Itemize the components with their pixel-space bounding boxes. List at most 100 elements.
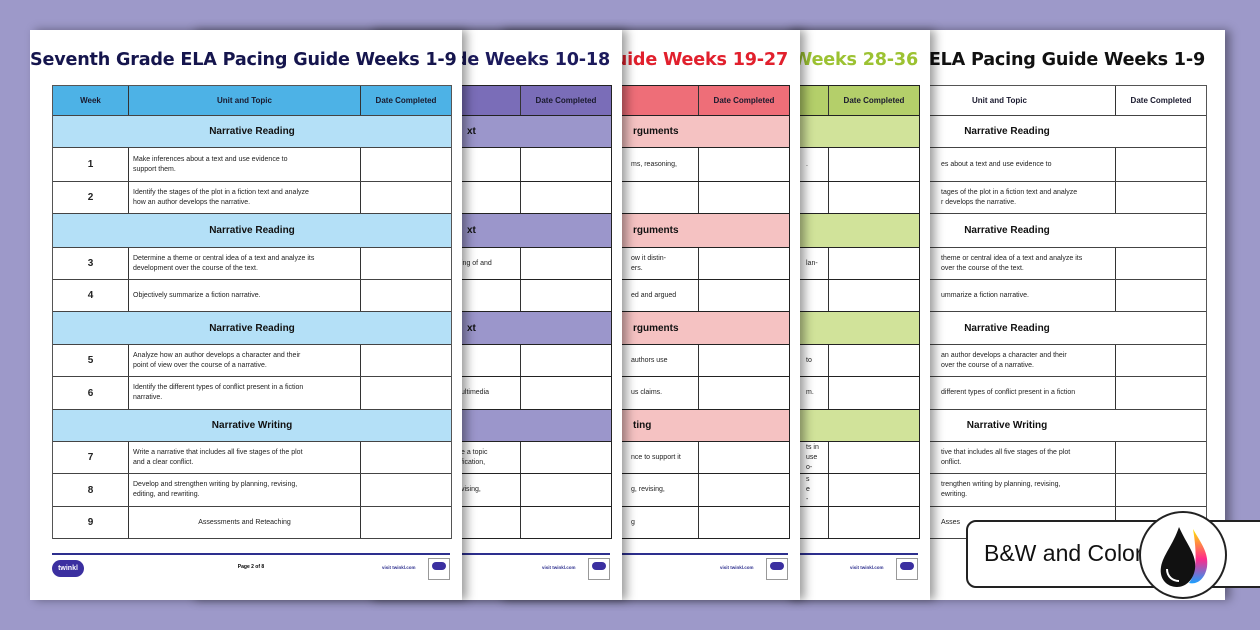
date-completed-cell[interactable]: [521, 248, 611, 279]
date-completed-cell[interactable]: [699, 280, 789, 311]
date-completed-cell[interactable]: [521, 280, 611, 311]
date-completed-cell[interactable]: [1116, 442, 1206, 473]
unit-topic: g, revising,: [467, 474, 699, 506]
date-completed-cell[interactable]: [521, 148, 611, 181]
date-completed-cell[interactable]: [699, 474, 789, 506]
table-row: 3 Determine a theme or central idea of a …: [53, 248, 451, 280]
unit-topic: an author develops a character and their…: [884, 345, 1116, 376]
date-completed-cell[interactable]: [699, 248, 789, 279]
header-topic: [289, 86, 521, 115]
unit-topic: ts in use o-: [597, 442, 829, 473]
table-row: 2 Identify the stages of the plot in a fi…: [53, 182, 451, 214]
date-completed-cell[interactable]: [829, 474, 919, 506]
table-row: 1 Make inferences about a text and use ev…: [53, 148, 451, 182]
date-completed-cell[interactable]: [361, 474, 451, 506]
header-topic: [467, 86, 699, 115]
unit-topic: s e -: [597, 474, 829, 506]
week-number: 7: [53, 442, 129, 473]
week-number: 8: [53, 474, 129, 506]
unit-topic: Identify the stages of the plot in a fic…: [129, 182, 361, 213]
week-number: 3: [53, 248, 129, 279]
date-completed-cell[interactable]: [699, 507, 789, 538]
date-completed-cell[interactable]: [361, 442, 451, 473]
week-number: 9: [53, 507, 129, 538]
unit-topic: e a topic fication,: [289, 442, 521, 473]
twinkl-logo: twinkl: [52, 560, 84, 577]
quality-seal-icon: [588, 558, 610, 580]
unit-topic: [597, 507, 829, 538]
header-date-completed: Date Completed: [713, 96, 775, 105]
date-completed-cell[interactable]: [1116, 148, 1206, 181]
date-completed-cell[interactable]: [829, 182, 919, 213]
header-date-completed: Date Completed: [843, 96, 905, 105]
date-completed-cell[interactable]: [1116, 345, 1206, 376]
unit-topic: [597, 182, 829, 213]
week-number: 5: [53, 345, 129, 376]
date-completed-cell[interactable]: [699, 442, 789, 473]
worksheet-page: Seventh Grade ELA Pacing Guide Weeks 1-9…: [30, 30, 462, 600]
date-completed-cell[interactable]: [521, 182, 611, 213]
header-date-completed: Date Completed: [1130, 96, 1192, 105]
date-completed-cell[interactable]: [521, 377, 611, 409]
unit-topic: .: [597, 148, 829, 181]
page-title: Seventh Grade ELA Pacing Guide Weeks 1-9: [30, 50, 457, 70]
date-completed-cell[interactable]: [361, 377, 451, 409]
page-title: ide Weeks 10-18: [449, 50, 610, 70]
date-completed-cell[interactable]: [361, 148, 451, 181]
date-completed-cell[interactable]: [829, 345, 919, 376]
header-topic: Unit and Topic: [129, 86, 361, 115]
date-completed-cell[interactable]: [699, 182, 789, 213]
header-topic: [597, 86, 829, 115]
unit-topic: [289, 148, 521, 181]
unit-topic: Identify the different types of conflict…: [129, 377, 361, 409]
date-completed-cell[interactable]: [1116, 182, 1206, 213]
date-completed-cell[interactable]: [1116, 248, 1206, 279]
date-completed-cell[interactable]: [699, 377, 789, 409]
website-link: visit twinkl.com: [720, 565, 754, 570]
unit-topic: theme or central idea of a text and anal…: [884, 248, 1116, 279]
date-completed-cell[interactable]: [699, 345, 789, 376]
unit-topic: Develop and strengthen writing by planni…: [129, 474, 361, 506]
date-completed-cell[interactable]: [829, 377, 919, 409]
date-completed-cell[interactable]: [521, 345, 611, 376]
date-completed-cell[interactable]: [829, 442, 919, 473]
page-title: Guide Weeks 19-27: [600, 50, 789, 70]
date-completed-cell[interactable]: [361, 280, 451, 311]
date-completed-cell[interactable]: [829, 507, 919, 538]
date-completed-cell[interactable]: [829, 248, 919, 279]
unit-topic: nce to support it: [467, 442, 699, 473]
date-completed-cell[interactable]: [521, 442, 611, 473]
date-completed-cell[interactable]: [829, 280, 919, 311]
unit-topic: m.: [597, 377, 829, 409]
date-completed-cell[interactable]: [361, 345, 451, 376]
date-completed-cell[interactable]: [521, 474, 611, 506]
unit-topic: g: [467, 507, 699, 538]
date-completed-cell[interactable]: [699, 148, 789, 181]
date-completed-cell[interactable]: [361, 182, 451, 213]
unit-topic: Write a narrative that includes all five…: [129, 442, 361, 473]
table-row: 4 Objectively summarize a fiction narrati…: [53, 280, 451, 312]
date-completed-cell[interactable]: [361, 248, 451, 279]
date-completed-cell[interactable]: [521, 507, 611, 538]
section-header-row: Narrative Reading: [53, 116, 451, 148]
unit-topic: ed and argued: [467, 280, 699, 311]
footer-divider: [52, 553, 450, 555]
date-completed-cell[interactable]: [829, 148, 919, 181]
date-completed-cell[interactable]: [1116, 280, 1206, 311]
quality-seal-icon: [896, 558, 918, 580]
unit-topic: ow it distin- ers.: [467, 248, 699, 279]
date-completed-cell[interactable]: [1116, 474, 1206, 506]
week-number: 1: [53, 148, 129, 181]
unit-topic: authors use: [467, 345, 699, 376]
table-row: theme or central idea of a text and anal…: [808, 248, 1206, 280]
unit-topic: [289, 280, 521, 311]
unit-topic: lan-: [597, 248, 829, 279]
unit-topic: [289, 345, 521, 376]
table-row: 5 Analyze how an author develops a charac…: [53, 345, 451, 377]
date-completed-cell[interactable]: [1116, 377, 1206, 409]
unit-topic: ummarize a fiction narrative.: [884, 280, 1116, 311]
unit-topic: [597, 280, 829, 311]
date-completed-cell[interactable]: [361, 507, 451, 538]
ink-drops-icon: [1139, 511, 1227, 599]
week-number: 6: [53, 377, 129, 409]
